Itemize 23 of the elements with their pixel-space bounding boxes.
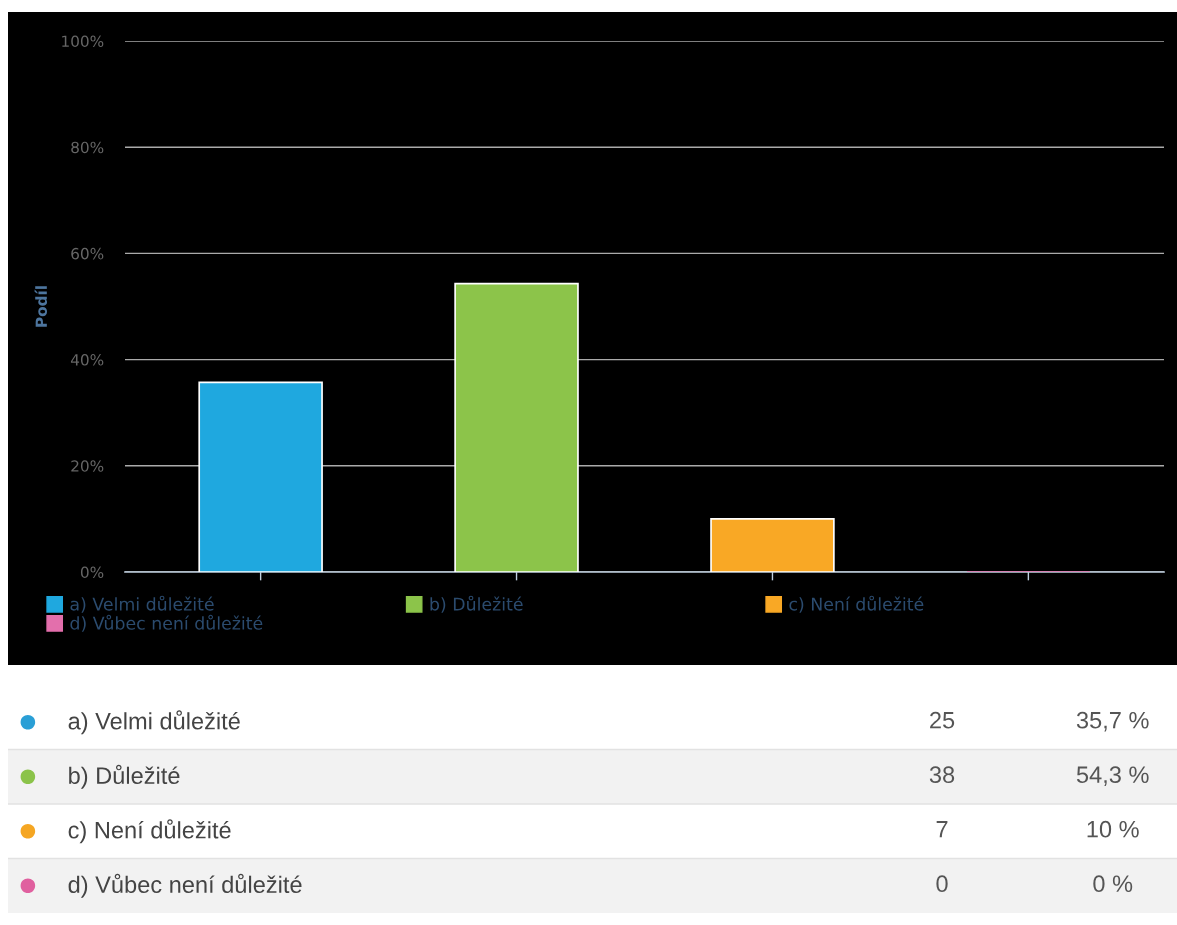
data-label: 38 [929, 766, 955, 784]
data-label: 35,7 % [1076, 711, 1149, 732]
category-label: c) Není důležité [68, 819, 231, 844]
category-label: a) Velmi důležité [68, 710, 240, 735]
y-tick-label: 0% [80, 566, 104, 579]
legend-label: b) Důležité [430, 595, 523, 613]
category-label: b) Důležité [69, 764, 180, 789]
y-tick-label: 60% [71, 247, 104, 260]
y-tick-label: 20% [71, 460, 104, 472]
data-label: 0 % [1093, 875, 1133, 893]
y-tick-label: 100% [62, 35, 104, 48]
data-label: 54,3 % [1076, 766, 1149, 786]
y-axis-title: Podíl [34, 286, 48, 327]
data-label: 10 % [1087, 820, 1139, 838]
legend-label: d) Vůbec není důležité [70, 614, 263, 632]
data-label: 7 [936, 821, 948, 838]
category-label: d) Vůbec není důležité [68, 873, 302, 898]
data-label: 0 [936, 875, 948, 893]
legend-label: c) Není důležité [789, 595, 924, 613]
y-tick-label: 80% [71, 141, 104, 154]
legend-label: a) Velmi důležité [70, 595, 214, 613]
y-tick-label: 40% [70, 354, 104, 366]
data-label: 25 [930, 711, 955, 729]
